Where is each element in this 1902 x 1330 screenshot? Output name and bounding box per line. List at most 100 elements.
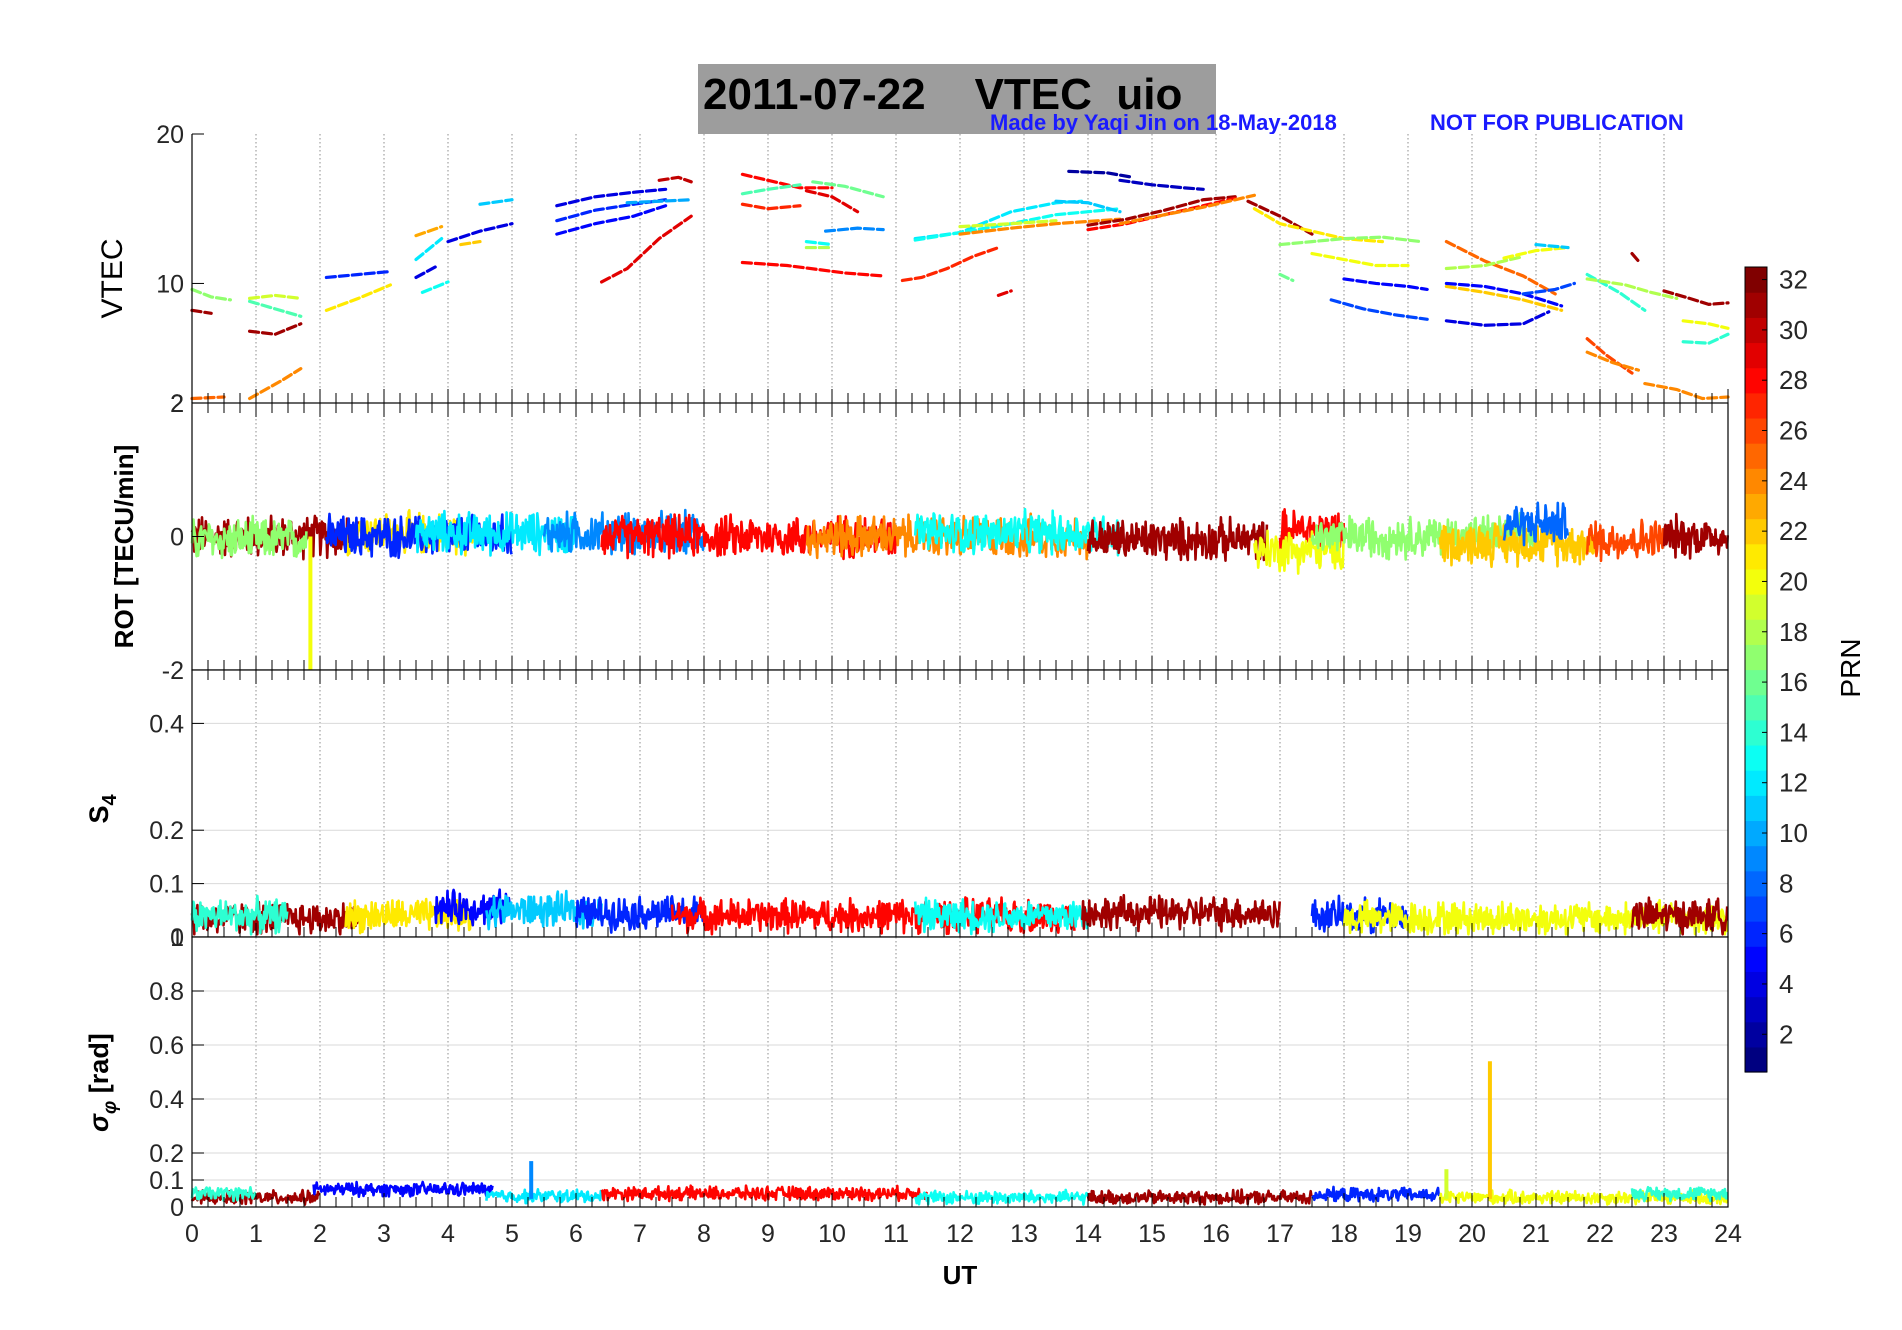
vtec-series-prn-28 bbox=[740, 260, 885, 278]
vtec-series-prn-4 bbox=[446, 222, 514, 244]
vtec-series-prn-24 bbox=[248, 367, 303, 401]
series-prn-14 bbox=[190, 1186, 257, 1203]
title-station: VTEC uio bbox=[974, 70, 1183, 119]
colorbar-swatch bbox=[1745, 996, 1767, 1023]
y-tick-label: 0.4 bbox=[149, 710, 184, 738]
colorbar-swatch bbox=[1745, 367, 1767, 394]
y-axis-label: ROT [TECU/min] bbox=[109, 445, 139, 649]
series-prn-28 bbox=[600, 1184, 929, 1203]
vtec-series-prn-21 bbox=[324, 283, 392, 312]
series-prn-31 bbox=[1662, 512, 1729, 560]
y-tick-label: 10 bbox=[156, 270, 184, 298]
colorbar-tick-label: 16 bbox=[1779, 667, 1808, 697]
x-tick-label: 19 bbox=[1394, 1220, 1422, 1248]
x-tick-label: 20 bbox=[1458, 1220, 1486, 1248]
colorbar-swatch bbox=[1745, 1021, 1767, 1048]
x-tick-label: 21 bbox=[1522, 1220, 1550, 1248]
vtec-series-prn-27 bbox=[900, 245, 1001, 283]
series-prn-31 bbox=[1630, 896, 1729, 936]
colorbar-swatch bbox=[1745, 493, 1767, 520]
x-tick-label: 12 bbox=[946, 1220, 974, 1248]
y-tick-label: 0.1 bbox=[149, 871, 184, 899]
colorbar-swatch bbox=[1745, 921, 1767, 947]
vtec-series-prn-29 bbox=[996, 289, 1013, 297]
colorbar-swatch bbox=[1745, 694, 1767, 721]
vtec-series-prn-20 bbox=[1310, 251, 1410, 268]
y-tick-label: 0.6 bbox=[149, 1032, 184, 1060]
x-tick-label: 24 bbox=[1714, 1220, 1742, 1248]
colorbar-tick-label: 12 bbox=[1779, 768, 1808, 798]
series-prn-13 bbox=[913, 896, 1089, 936]
y-tick-label: 20 bbox=[156, 121, 184, 149]
colorbar-swatch bbox=[1745, 870, 1767, 897]
x-tick-label: 4 bbox=[441, 1220, 455, 1248]
vtec-series-prn-31 bbox=[190, 308, 213, 315]
vtec-series-prn-13 bbox=[420, 280, 450, 295]
colorbar-swatch bbox=[1745, 744, 1767, 771]
vtec-series-prn-19 bbox=[958, 219, 1058, 229]
vtec-series-prn-14 bbox=[1585, 272, 1647, 312]
y-tick-label: 0.4 bbox=[149, 1086, 184, 1114]
vtec-series-prn-15 bbox=[740, 183, 802, 196]
colorbar-tick-label: 32 bbox=[1779, 265, 1808, 295]
x-axis-label: UT bbox=[943, 1260, 978, 1290]
y-tick-label: -2 bbox=[162, 657, 184, 685]
x-tick-label: 11 bbox=[883, 1220, 909, 1248]
x-tick-label: 2 bbox=[313, 1220, 327, 1248]
vtec-series-prn-18 bbox=[1444, 254, 1525, 271]
vtec-series-prn-24 bbox=[1643, 381, 1730, 401]
vtec-series-prn-7 bbox=[1329, 298, 1429, 321]
vtec-series-prn-22 bbox=[1444, 284, 1564, 312]
x-tick-label: 17 bbox=[1266, 1220, 1294, 1248]
x-tick-label: 22 bbox=[1586, 1220, 1614, 1248]
y-axis-label: S4 bbox=[84, 793, 121, 823]
colorbar-swatch bbox=[1745, 518, 1767, 545]
colorbar-tick-label: 18 bbox=[1779, 617, 1808, 647]
x-tick-label: 15 bbox=[1138, 1220, 1166, 1248]
colorbar-swatch bbox=[1745, 392, 1767, 419]
colorbar-tick-label: 26 bbox=[1779, 416, 1808, 446]
colorbar-tick-label: 22 bbox=[1779, 516, 1808, 546]
credit-text: Made by Yaqi Jin on 18-May-2018 bbox=[990, 110, 1337, 135]
colorbar-tick-label: 14 bbox=[1779, 717, 1808, 747]
vtec-series-prn-17 bbox=[190, 287, 232, 302]
panel-2: -2 0 2 ROT [TECU/min] bbox=[109, 390, 1729, 685]
series-prn-14 bbox=[190, 894, 289, 936]
data-layer bbox=[190, 888, 1729, 936]
x-tick-label: 23 bbox=[1650, 1220, 1678, 1248]
y-tick-label: 2 bbox=[170, 390, 184, 418]
title-date: 2011-07-22 bbox=[703, 70, 926, 119]
vtec-series-prn-25 bbox=[1444, 240, 1557, 296]
y-tick-label: 0 bbox=[170, 524, 184, 552]
vtec-series-prn-31 bbox=[1630, 251, 1641, 263]
colorbar-swatch bbox=[1745, 946, 1767, 972]
vtec-series-prn-11 bbox=[478, 198, 514, 206]
colorbar-swatch bbox=[1745, 719, 1767, 746]
vtec-series-prn-16 bbox=[1278, 272, 1295, 283]
data-layer bbox=[190, 501, 1729, 670]
colorbar-swatch bbox=[1745, 317, 1767, 344]
vtec-series-prn-4 bbox=[555, 187, 668, 208]
vtec-series-prn-9 bbox=[823, 226, 885, 233]
x-tick-label: 18 bbox=[1330, 1220, 1358, 1248]
vtec-series-prn-30 bbox=[657, 175, 693, 184]
series-prn-5 bbox=[433, 888, 514, 927]
vtec-series-prn-5 bbox=[1342, 277, 1429, 292]
vtec-series-prn-2 bbox=[1067, 169, 1135, 179]
vtec-series-prn-13 bbox=[804, 240, 834, 247]
series-prn-6 bbox=[574, 895, 705, 934]
vtec-series-prn-20 bbox=[1681, 319, 1730, 330]
vtec-series-prn-11 bbox=[1054, 199, 1122, 214]
vtec-series-prn-31 bbox=[1086, 195, 1237, 227]
y-tick-label: 0 bbox=[170, 924, 184, 952]
x-tick-label: 7 bbox=[633, 1220, 647, 1248]
colorbar-swatch bbox=[1745, 594, 1767, 620]
vtec-series-prn-29 bbox=[804, 189, 860, 214]
colorbar-swatch bbox=[1745, 417, 1767, 444]
vtec-series-prn-17 bbox=[1278, 235, 1423, 247]
series-prn-31 bbox=[1080, 893, 1281, 933]
vtec-series-prn-16 bbox=[811, 180, 885, 199]
vtec-series-prn-4 bbox=[414, 265, 437, 280]
vtec-series-prn-4 bbox=[1444, 310, 1551, 327]
